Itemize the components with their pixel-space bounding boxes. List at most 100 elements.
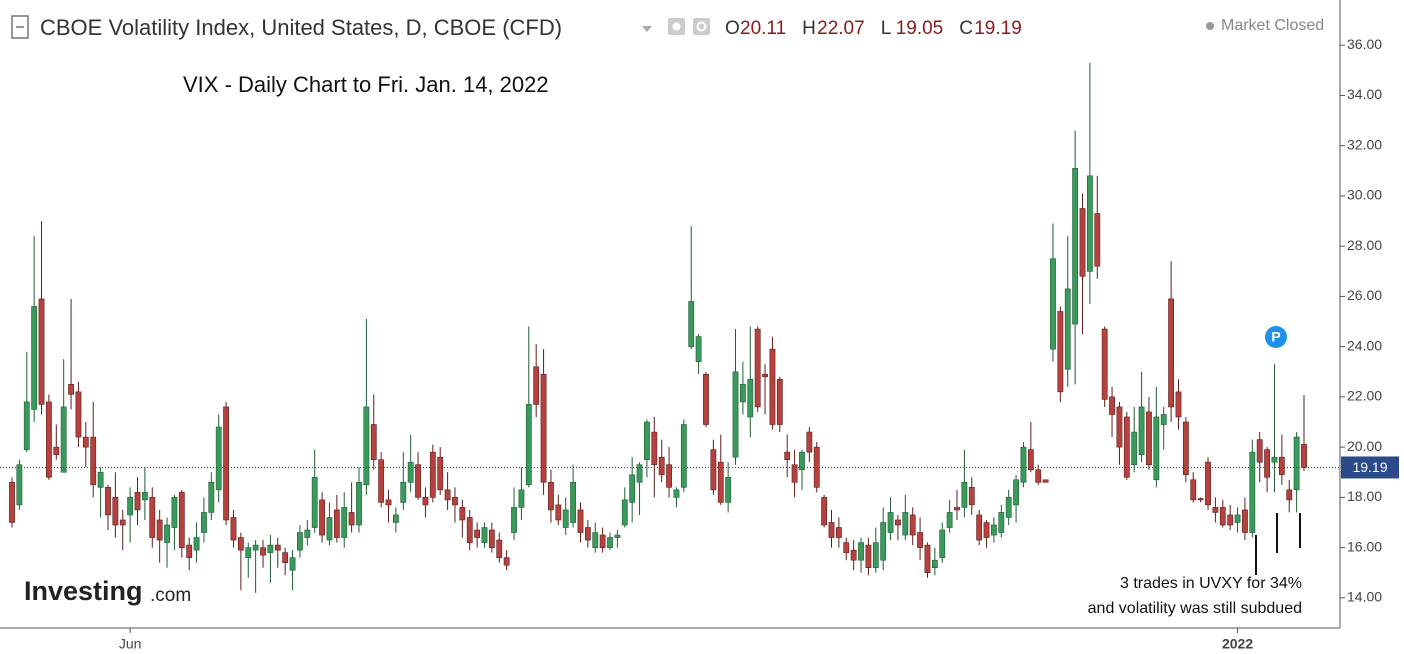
candle-body [304,529,311,538]
candle-body [333,509,340,538]
candle-body [186,544,193,558]
candle-body [828,522,835,538]
candle-body [149,497,156,538]
candle-body [459,507,466,521]
status-dot [1206,22,1214,30]
candle-body [178,492,185,548]
candle-body [976,514,983,541]
candle-body [1064,288,1071,370]
candle-body [806,431,813,453]
ohlc-value: 22.07 [817,18,865,39]
candle-body [1168,298,1175,408]
candle-body [880,522,887,561]
candle-body [444,489,451,501]
candle-body [1086,175,1093,272]
candle-body [1020,446,1027,483]
candle-body [1293,436,1300,491]
candle-body [747,379,754,418]
y-tick-label: 18.00 [1347,488,1382,504]
candle-body [289,557,296,571]
candle-body [311,476,318,528]
candle-body [865,544,872,569]
candle-body [1131,431,1138,466]
candle-body [1242,509,1248,533]
market-status: Market Closed [1221,17,1324,34]
candle-body [769,348,776,425]
candle-body [171,497,178,528]
candle-body [319,499,325,536]
candle-body [82,436,89,448]
candle-body [127,497,134,516]
candle-body [496,539,503,558]
gear-icon[interactable] [693,18,710,35]
candle-body [577,509,584,533]
y-tick-label: 32.00 [1347,136,1382,152]
candle-body [511,507,517,533]
candle-body [1035,469,1042,483]
y-tick-label: 34.00 [1347,86,1382,102]
dropdown-arrow[interactable] [642,26,652,32]
candle-body [525,404,532,486]
candle-body [370,424,377,460]
candle-body [651,431,658,466]
candle-body [799,451,805,471]
header: CBOE Volatility Index, United States, D,… [11,15,1324,40]
gear-icon-ring [696,21,707,32]
candle-body [599,534,606,548]
candle-body [237,537,244,551]
ohlc-letter: H [802,18,816,39]
y-tick-label: 14.00 [1347,589,1382,605]
candle-body [60,406,67,473]
candle-body [481,527,488,543]
candle-body [858,542,864,561]
logo-name: Investing [24,576,143,606]
price-label: 19.19 [1352,459,1387,475]
candle-body [887,512,894,533]
candle-body [717,461,724,503]
candle-body [1219,507,1226,526]
candle-body [946,512,953,528]
candle-body [38,298,45,405]
y-tick-label: 22.00 [1347,388,1382,404]
candle-body [548,481,554,511]
candle-body [614,534,621,538]
candle-body [725,476,732,503]
candle-body [754,328,761,408]
candle-body [1301,444,1307,468]
candle-body [1175,391,1182,418]
candle-body [1234,514,1241,523]
candle-body [1153,416,1160,481]
candle-body [740,384,746,403]
candle-body [821,497,828,526]
candle-body [393,514,399,523]
candle-body [252,544,259,551]
x-tick-label: 2022 [1222,636,1253,652]
note-line: 3 trades in UVXY for 34% [1120,575,1302,592]
candle-body [991,524,997,536]
candle-body [9,481,15,523]
candle-body [341,507,348,538]
candle-body [666,464,672,488]
y-tick-label: 28.00 [1347,237,1382,253]
candle-body [378,459,385,503]
candle-body [400,481,407,503]
candle-body [422,497,429,506]
candle-body [843,542,850,553]
candle-body [260,547,266,556]
candle-body [156,519,163,541]
candle-body [688,301,695,347]
candle-body [363,406,370,486]
candle-body [1042,479,1049,483]
candle-body [835,527,842,538]
collapse-icon[interactable] [11,15,29,39]
event-marker[interactable] [1265,326,1287,348]
ohlc-value: 20.11 [740,18,786,39]
candle-body [621,499,628,526]
candle-body [584,527,591,541]
y-tick-label: 36.00 [1347,36,1382,52]
settings-icon-dot [672,22,681,31]
x-tick-label: Jun [119,636,142,652]
candle-body [1227,514,1234,526]
candle-body [917,532,923,548]
